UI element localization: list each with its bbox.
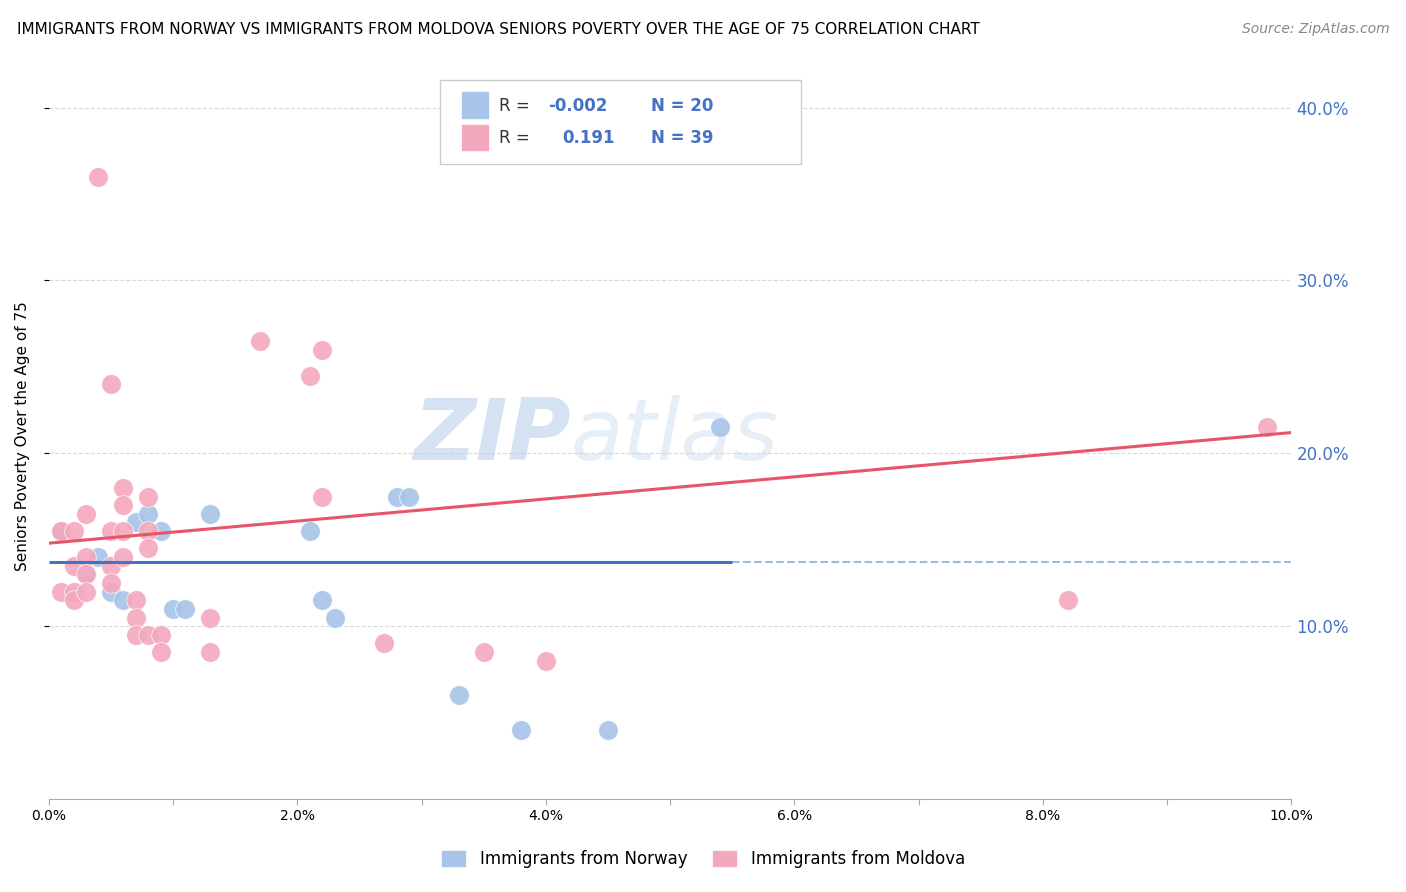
Point <box>174 602 197 616</box>
Point <box>112 549 135 564</box>
Point <box>75 567 97 582</box>
Text: 0.191: 0.191 <box>562 129 614 147</box>
Point <box>51 584 73 599</box>
Point <box>472 645 495 659</box>
Point <box>125 628 148 642</box>
Point <box>311 593 333 607</box>
Text: R =: R = <box>499 96 534 115</box>
Text: Source: ZipAtlas.com: Source: ZipAtlas.com <box>1241 22 1389 37</box>
Point <box>112 593 135 607</box>
Point <box>112 498 135 512</box>
Point <box>75 507 97 521</box>
Point <box>1256 420 1278 434</box>
Point <box>51 524 73 538</box>
Point <box>200 507 222 521</box>
Point <box>200 610 222 624</box>
Point <box>125 593 148 607</box>
Legend: Immigrants from Norway, Immigrants from Moldova: Immigrants from Norway, Immigrants from … <box>434 843 972 875</box>
Point <box>447 689 470 703</box>
Text: N = 20: N = 20 <box>651 96 714 115</box>
Point <box>62 584 84 599</box>
Point <box>323 610 346 624</box>
Point <box>51 524 73 538</box>
Point <box>373 636 395 650</box>
Point <box>149 524 172 538</box>
Text: ZIP: ZIP <box>413 394 571 477</box>
Point <box>1056 593 1078 607</box>
Text: N = 39: N = 39 <box>651 129 714 147</box>
Point <box>136 628 159 642</box>
Point <box>162 602 184 616</box>
Text: IMMIGRANTS FROM NORWAY VS IMMIGRANTS FROM MOLDOVA SENIORS POVERTY OVER THE AGE O: IMMIGRANTS FROM NORWAY VS IMMIGRANTS FRO… <box>17 22 980 37</box>
FancyBboxPatch shape <box>440 80 800 164</box>
Point <box>112 524 135 538</box>
Point <box>136 541 159 556</box>
Point <box>125 610 148 624</box>
Point <box>62 524 84 538</box>
Point <box>136 507 159 521</box>
Text: R =: R = <box>499 129 540 147</box>
Point <box>510 723 533 737</box>
Point <box>100 377 122 392</box>
Point <box>149 628 172 642</box>
Point <box>100 524 122 538</box>
Point <box>62 558 84 573</box>
Point <box>75 549 97 564</box>
Text: atlas: atlas <box>571 394 779 477</box>
Point <box>149 645 172 659</box>
Point <box>385 490 408 504</box>
Point <box>709 420 731 434</box>
Point <box>534 654 557 668</box>
Point <box>200 645 222 659</box>
Y-axis label: Seniors Poverty Over the Age of 75: Seniors Poverty Over the Age of 75 <box>15 301 30 571</box>
FancyBboxPatch shape <box>461 124 489 152</box>
Text: -0.002: -0.002 <box>548 96 607 115</box>
Point <box>136 524 159 538</box>
Point <box>125 516 148 530</box>
Point <box>100 584 122 599</box>
Point <box>311 343 333 357</box>
Point <box>311 490 333 504</box>
Point <box>87 549 110 564</box>
Point <box>100 576 122 591</box>
Point <box>136 490 159 504</box>
Point <box>298 524 321 538</box>
Point <box>75 567 97 582</box>
Point <box>87 169 110 184</box>
Point <box>62 593 84 607</box>
FancyBboxPatch shape <box>461 91 489 119</box>
Point <box>100 558 122 573</box>
Point <box>249 334 271 348</box>
Point <box>298 368 321 383</box>
Point <box>112 481 135 495</box>
Point <box>596 723 619 737</box>
Point <box>75 584 97 599</box>
Point <box>398 490 420 504</box>
